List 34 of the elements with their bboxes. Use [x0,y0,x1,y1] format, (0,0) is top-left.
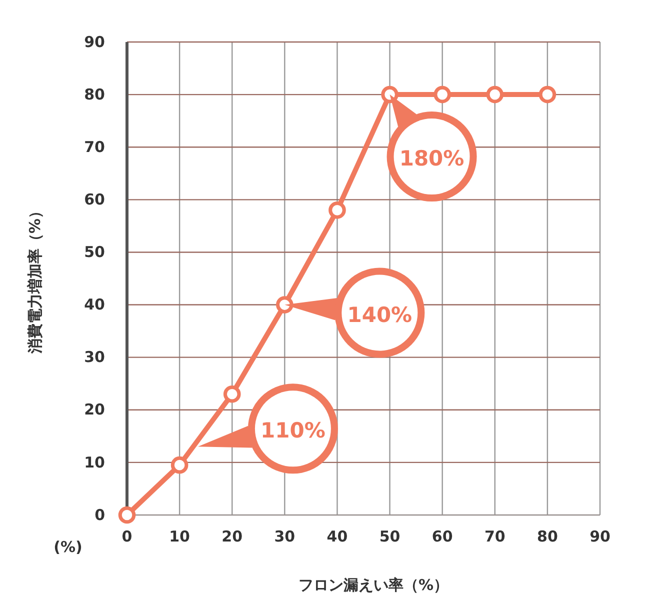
point [118,506,136,524]
point [170,456,188,474]
point [434,86,451,104]
y-axis-title: 消費電力増加率（%） [26,203,44,355]
x-tick-label: 80 [537,528,558,546]
y-tick-label: 70 [84,138,105,156]
point [276,296,294,314]
text: (%) [54,538,82,556]
x-tick-label: 50 [379,528,400,546]
x-tick-label: 20 [222,528,243,546]
x-tick-label: 60 [432,528,453,546]
x-tick-label: 30 [274,528,296,546]
y-tick-label: 30 [84,348,105,366]
y-tick-label: 20 [84,400,105,419]
annotation: 140% [347,302,412,327]
y-tick-label: 0 [94,506,105,524]
y-tick-label: 40 [84,296,105,314]
x-tick-label: 40 [326,528,348,546]
y-tick-label: 50 [84,243,105,262]
x-tick-label: 70 [484,528,506,546]
annotation: 180% [399,146,464,171]
x-tick-label: 90 [590,528,610,546]
point [486,86,504,104]
y-tick-label: 90 [84,32,105,51]
y-tick-label: 80 [84,85,105,104]
y-tick-label: 10 [84,453,105,472]
x-tick-label: 0 [122,528,132,546]
x-axis-title: フロン漏えい率（%） [298,576,449,594]
y-tick-label: 60 [84,190,105,208]
point [328,202,346,219]
point [223,385,241,403]
point [538,86,556,104]
x-tick-label: 10 [169,528,190,546]
annotation: 110% [260,418,326,443]
